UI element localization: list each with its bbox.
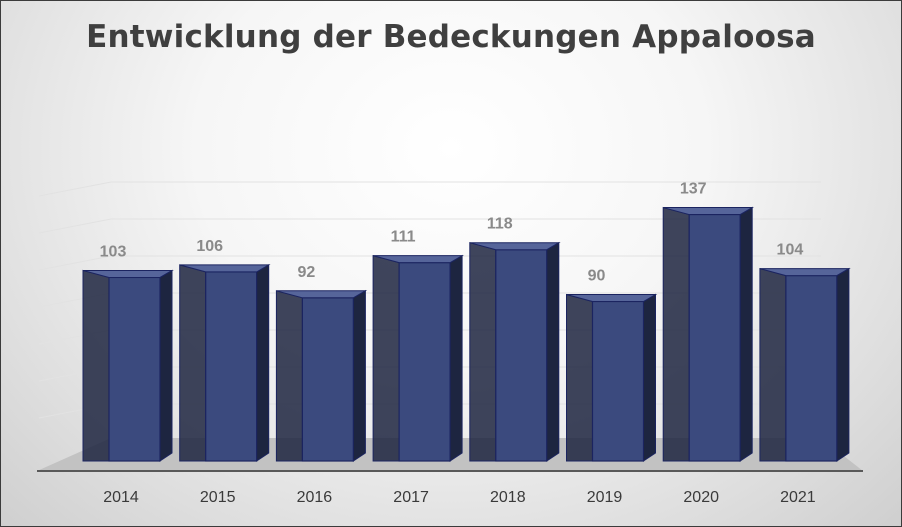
x-tick-2018: 2018 [490, 489, 526, 506]
bar-2020 [662, 206, 755, 462]
bar-top-face [82, 269, 174, 278]
bar-top-face [566, 294, 658, 302]
bar-side-face [179, 264, 207, 462]
bar-right-face [836, 267, 850, 462]
data-label-2018: 118 [487, 216, 513, 233]
bar-side-face [662, 206, 690, 462]
x-tick-2021: 2021 [780, 489, 816, 506]
bar-front-face [785, 275, 838, 462]
bar-2017 [372, 254, 464, 462]
bar-2014 [82, 269, 174, 462]
bar-2021 [759, 267, 851, 462]
bar-side-face [82, 269, 110, 462]
bar-side-face [275, 290, 303, 462]
bar-top-face [372, 255, 464, 264]
bar-front-face [495, 249, 548, 462]
bar-2015 [179, 264, 271, 462]
data-label-2015: 106 [196, 238, 223, 255]
data-labels: 103 106 92 111 118 90 137 104 [100, 181, 804, 285]
bar-right-face [546, 241, 560, 462]
bar-top-face [469, 242, 561, 251]
bar-top-face [276, 290, 368, 299]
bar-front-face [591, 300, 645, 462]
gridline-slant [38, 181, 112, 197]
data-label-2020: 137 [680, 181, 707, 198]
bar-2016 [275, 289, 368, 462]
bar-front-face [398, 262, 451, 462]
x-tick-2014: 2014 [103, 489, 139, 506]
gridline-slant [38, 255, 112, 271]
bar-front-face [301, 297, 354, 462]
bar-right-face [256, 264, 270, 462]
bar-right-face [449, 254, 463, 462]
data-label-2016: 92 [298, 264, 316, 281]
bar-top-face [759, 268, 851, 277]
x-tick-2020: 2020 [683, 489, 719, 506]
x-axis-ticks: 2014 2015 2016 2017 2018 2019 2020 2021 [103, 489, 816, 506]
bar-2019 [566, 293, 658, 462]
x-tick-2016: 2016 [297, 489, 333, 506]
data-label-2021: 104 [777, 242, 804, 259]
data-label-2019: 90 [588, 268, 606, 285]
bar-right-face [159, 269, 173, 462]
bar-side-face [566, 293, 593, 462]
bar-side-face [759, 267, 787, 462]
x-tick-2015: 2015 [200, 489, 236, 506]
x-tick-2017: 2017 [393, 489, 429, 506]
chart-title: Entwicklung der Bedeckungen Appaloosa [86, 19, 816, 55]
bar-front-face [205, 271, 258, 462]
bar-right-face [352, 289, 366, 462]
bar-side-face [372, 254, 400, 462]
bar-2018 [469, 241, 561, 462]
bar-top-face [179, 264, 271, 273]
data-label-2014: 103 [100, 243, 127, 260]
data-label-2017: 111 [391, 229, 416, 246]
gridline-slant [38, 218, 112, 234]
bar-right-face [739, 206, 753, 462]
bar-front-face [688, 213, 741, 462]
bar-top-face [663, 207, 755, 216]
bar-front-face [108, 276, 161, 462]
bar-side-face [469, 242, 497, 462]
bar-series [82, 206, 851, 462]
bar-right-face [643, 293, 656, 462]
x-tick-2019: 2019 [587, 489, 623, 506]
